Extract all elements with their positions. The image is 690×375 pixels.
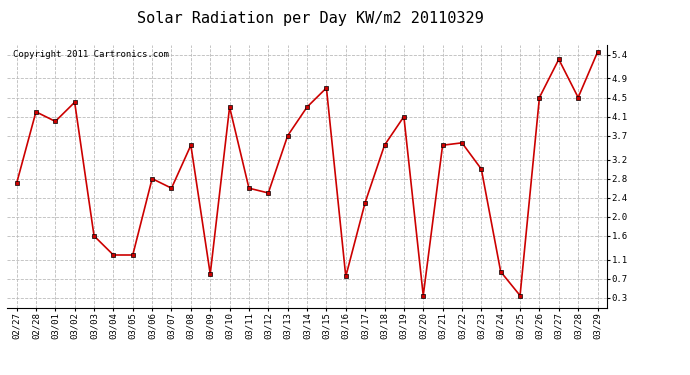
Text: Copyright 2011 Cartronics.com: Copyright 2011 Cartronics.com <box>13 50 169 59</box>
Text: Solar Radiation per Day KW/m2 20110329: Solar Radiation per Day KW/m2 20110329 <box>137 11 484 26</box>
